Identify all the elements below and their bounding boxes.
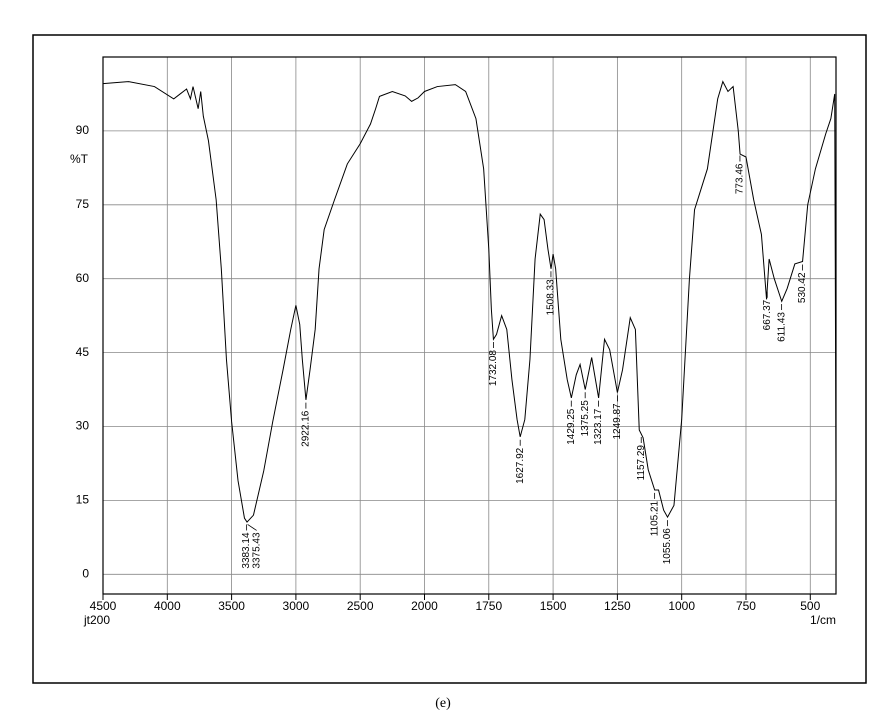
y-tick-label: 75 [76, 197, 90, 211]
peak-label: 1508.33 [546, 279, 557, 316]
peak-label: 1627.92 [515, 447, 526, 484]
x-tick-label: 1500 [540, 599, 567, 613]
peak-label: 3383.14 [241, 532, 252, 569]
x-tick-label: 4500 [90, 599, 117, 613]
y-tick-label: 30 [76, 419, 90, 433]
y-tick-label: 0 [82, 566, 89, 580]
peak-label: 773.46 [735, 163, 746, 194]
peak-label: 611.43 [776, 312, 787, 342]
sample-label: jt200 [83, 613, 110, 627]
x-tick-label: 500 [800, 599, 820, 613]
peak-label: 1429.25 [566, 408, 577, 445]
y-tick-label: 45 [76, 345, 90, 359]
peak-label: 3375.43 [251, 532, 262, 569]
x-tick-label: 2000 [411, 599, 438, 613]
spectrum-line [102, 80, 837, 523]
x-tick-label: 1000 [668, 599, 695, 613]
outer-frame [32, 34, 867, 684]
y-tick-label: 15 [76, 493, 90, 507]
x-tick-label: 2500 [347, 599, 374, 613]
peak-label: 2922.16 [301, 410, 312, 447]
x-tick-label: 3000 [283, 599, 310, 613]
peak-label: 1105.21 [649, 500, 660, 536]
peak-marker [247, 524, 257, 531]
x-axis-label: 1/cm [810, 613, 836, 627]
peak-label: 530.42 [797, 272, 808, 303]
peak-label: 667.37 [762, 299, 773, 330]
plot-frame [102, 56, 837, 595]
peak-label: 1375.25 [580, 400, 591, 437]
y-tick-label: 90 [76, 123, 90, 137]
x-tick-label: 1250 [604, 599, 631, 613]
x-tick-label: 4000 [154, 599, 181, 613]
x-tick-label: 750 [736, 599, 756, 613]
y-axis-label: %T [70, 152, 89, 166]
y-tick-label: 60 [76, 271, 90, 285]
peak-label: 1157.29 [636, 445, 647, 481]
peak-label: 1323.17 [593, 408, 604, 445]
x-tick-label: 3500 [218, 599, 245, 613]
x-tick-label: 1750 [475, 599, 502, 613]
peak-label: 1055.06 [662, 528, 673, 565]
peak-label: 1732.08 [488, 350, 499, 387]
peak-label: 1249.87 [612, 403, 623, 440]
caption: (e) [435, 696, 451, 711]
